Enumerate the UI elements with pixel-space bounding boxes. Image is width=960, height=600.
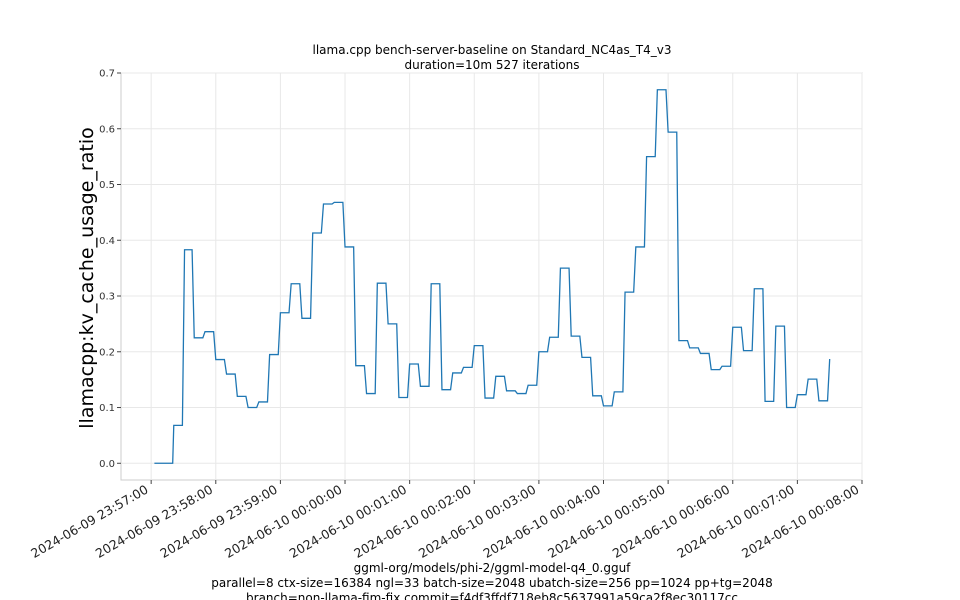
footer-branch: branch=non-llama-fim-fix commit=f4df3ffd…	[246, 591, 738, 600]
x-tick-label: 2024-06-10 00:07:00	[674, 482, 797, 561]
y-tick-label: 0.3	[99, 292, 115, 303]
y-axis-label: llamacpp:kv_cache_usage_ratio	[76, 127, 98, 428]
y-tick-label: 0.1	[99, 403, 115, 414]
x-tick-label: 2024-06-09 23:59:00	[157, 482, 280, 561]
series-line	[154, 89, 831, 464]
y-tick-label: 0.5	[99, 180, 115, 191]
y-axis: 0.0 0.1 0.2 0.3 0.4 0.5 0.6 0.7	[99, 69, 121, 470]
x-tick-label: 2024-06-10 00:00:00	[222, 482, 345, 561]
x-tick-label: 2024-06-10 00:05:00	[545, 482, 668, 561]
x-tick-label: 2024-06-09 23:58:00	[93, 482, 216, 561]
plot-area	[120, 72, 863, 481]
y-tick-label: 0.7	[99, 69, 115, 80]
y-tick-label: 0.2	[99, 347, 115, 358]
x-tick-label: 2024-06-10 00:01:00	[287, 482, 410, 561]
y-tick-label: 0.6	[99, 124, 115, 135]
x-tick-label: 2024-06-10 00:06:00	[610, 482, 733, 561]
footer-params: parallel=8 ctx-size=16384 ngl=33 batch-s…	[211, 576, 772, 590]
y-tick-label: 0.4	[99, 236, 115, 247]
x-tick-label: 2024-06-10 00:02:00	[351, 482, 474, 561]
chart-title: llama.cpp bench-server-baseline on Stand…	[313, 43, 672, 57]
footer-model: ggml-org/models/phi-2/ggml-model-q4_0.gg…	[354, 561, 632, 575]
chart-subtitle: duration=10m 527 iterations	[405, 58, 580, 72]
x-tick-label: 2024-06-09 23:57:00	[28, 482, 151, 561]
series-layer	[154, 89, 831, 464]
grid-lines	[121, 72, 863, 480]
x-tick-label: 2024-06-10 00:04:00	[481, 482, 604, 561]
y-tick-label: 0.0	[99, 459, 115, 470]
x-tick-label: 2024-06-10 00:03:00	[416, 482, 539, 561]
x-tick-label: 2024-06-10 00:08:00	[739, 482, 862, 561]
